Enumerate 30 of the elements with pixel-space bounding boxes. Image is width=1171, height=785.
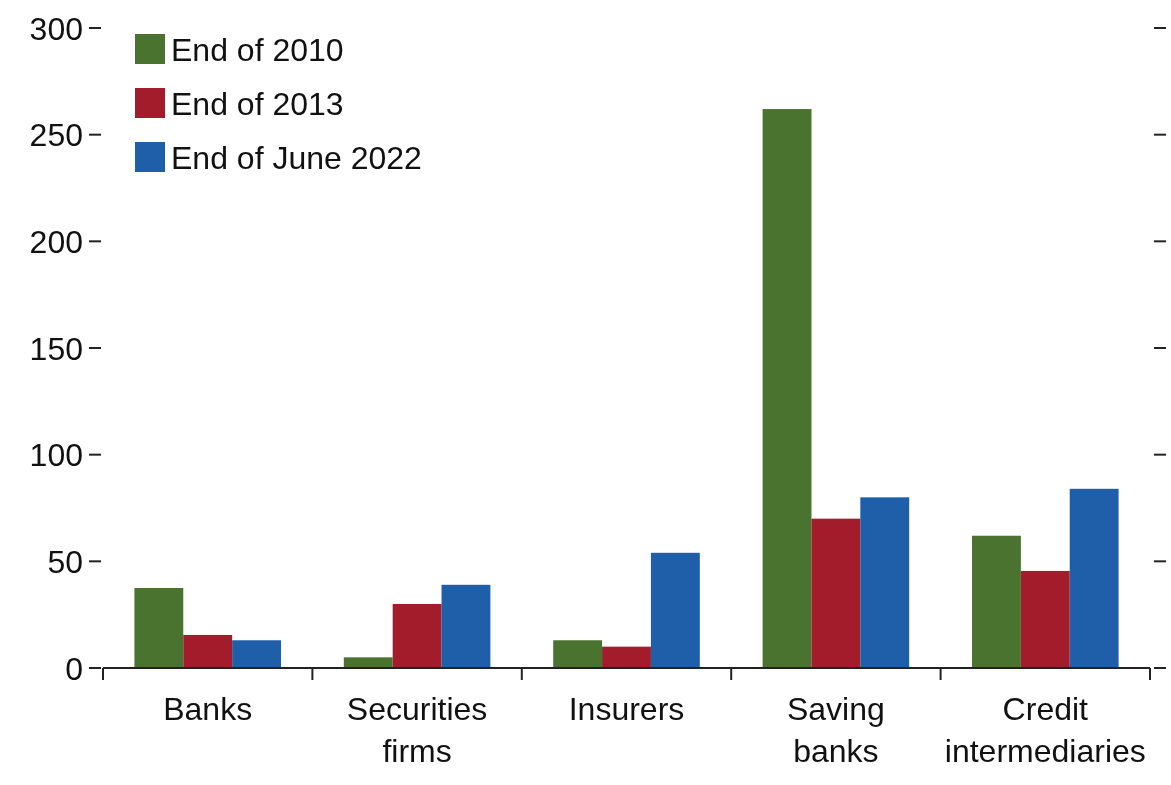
bar bbox=[392, 604, 442, 668]
bar bbox=[441, 584, 491, 668]
bar bbox=[972, 535, 1021, 668]
legend-label: End of June 2022 bbox=[171, 139, 422, 176]
y-tick-label: 0 bbox=[65, 650, 83, 687]
bar bbox=[650, 552, 700, 668]
y-tick-label: 250 bbox=[29, 117, 83, 154]
bar bbox=[183, 634, 233, 668]
bar bbox=[343, 657, 393, 668]
y-tick-label: 300 bbox=[29, 10, 83, 47]
y-tick-label: 200 bbox=[29, 223, 83, 260]
x-tick-label: Insurers bbox=[568, 691, 685, 727]
bar bbox=[811, 518, 861, 668]
y-tick-label: 100 bbox=[29, 437, 83, 474]
x-tick-label: Credit intermediaries bbox=[944, 691, 1146, 769]
y-tick-label: 150 bbox=[29, 330, 83, 367]
bar bbox=[1069, 488, 1119, 668]
bar bbox=[134, 588, 184, 668]
legend-label: End of 2013 bbox=[171, 85, 344, 122]
y-tick-label: 50 bbox=[47, 543, 83, 580]
bar bbox=[1020, 570, 1070, 668]
x-tick-label: Saving banks bbox=[786, 691, 885, 769]
legend-label: End of 2010 bbox=[171, 31, 344, 68]
x-tick-label: Securities firms bbox=[346, 691, 488, 769]
bar bbox=[860, 497, 910, 668]
bar bbox=[762, 109, 812, 668]
bar bbox=[232, 640, 281, 668]
x-tick-label: Banks bbox=[163, 691, 253, 727]
bar bbox=[602, 646, 651, 668]
bar bbox=[553, 640, 603, 668]
